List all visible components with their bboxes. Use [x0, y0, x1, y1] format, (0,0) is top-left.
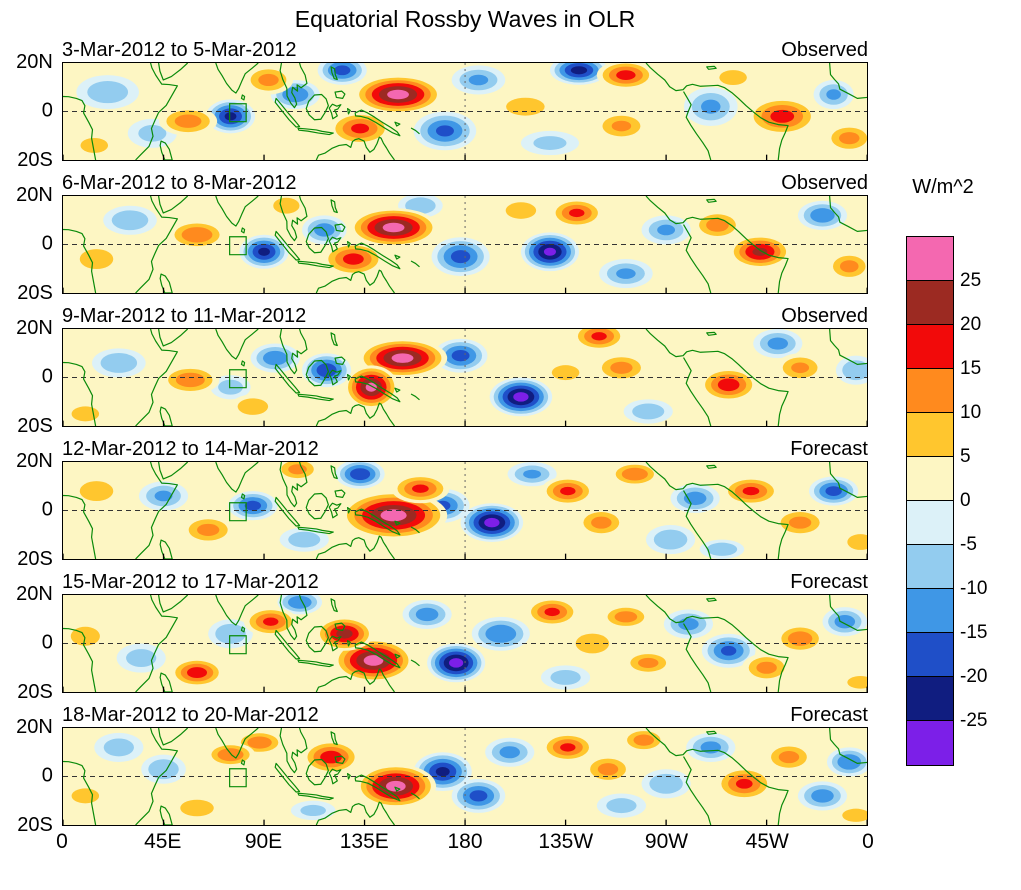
- panel-row: 20N 0 20S: [0, 51, 868, 171]
- panel-header: 15-Mar-2012 to 17-Mar-2012 Forecast: [62, 570, 868, 594]
- colorbar-tick-label: 0: [960, 490, 971, 511]
- colorbar-cell: [907, 413, 953, 457]
- x-axis-tick-labels: 0 45E 90E 135E 180 135W 90W 45W 0: [56, 830, 874, 858]
- panel: 9-Mar-2012 to 11-Mar-2012 Observed 20N 0 20S: [0, 304, 868, 437]
- y-axis-labels: 20N 0 20S: [0, 51, 62, 171]
- y-axis-labels: 20N 0 20S: [0, 450, 62, 570]
- y-tick-label: 20N: [16, 51, 53, 73]
- y-tick-label: 0: [41, 364, 53, 387]
- x-tick-label: 90W: [644, 830, 689, 853]
- panel-source-label: Forecast: [790, 571, 868, 593]
- colorbar-cell: [907, 721, 953, 765]
- y-tick-label: 20S: [17, 415, 53, 437]
- panel-map: [61, 594, 868, 693]
- panel: 18-Mar-2012 to 20-Mar-2012 Forecast 20N 0 20…: [0, 703, 868, 836]
- panel-row: 20N 0 20S: [0, 317, 868, 437]
- colorbar-cell: [907, 325, 953, 369]
- panel-header: 6-Mar-2012 to 8-Mar-2012 Observed: [62, 171, 868, 195]
- y-tick-label: 20N: [16, 317, 53, 339]
- chart-title: Equatorial Rossby Waves in OLR: [294, 6, 636, 32]
- colorbar-cell: [907, 633, 953, 677]
- panel-date-range: 9-Mar-2012 to 11-Mar-2012: [62, 305, 307, 327]
- y-tick-label: 20S: [17, 681, 53, 703]
- y-tick-label: 20S: [17, 814, 53, 836]
- panel-date-range: 3-Mar-2012 to 5-Mar-2012: [62, 39, 297, 61]
- colorbar-cell: [907, 545, 953, 589]
- y-axis-labels: 20N 0 20S: [0, 583, 62, 703]
- panel: 12-Mar-2012 to 14-Mar-2012 Forecast 20N 0 20…: [0, 437, 868, 570]
- panel-source-label: Forecast: [790, 438, 868, 460]
- panel-row: 20N 0 20S: [0, 184, 868, 304]
- x-tick-label: 180: [447, 830, 483, 853]
- y-axis-labels: 20N 0 20S: [0, 716, 62, 836]
- panel: 15-Mar-2012 to 17-Mar-2012 Forecast 20N 0 20…: [0, 570, 868, 703]
- panel: 3-Mar-2012 to 5-Mar-2012 Observed 20N 0 20S: [0, 38, 868, 171]
- y-tick-label: 0: [41, 763, 53, 786]
- colorbar-cell: [907, 457, 953, 501]
- y-tick-label: 20S: [17, 548, 53, 570]
- y-tick-label: 20N: [16, 716, 53, 738]
- colorbar-tick-label: -20: [960, 666, 988, 687]
- panel-map: [61, 461, 868, 560]
- panel-row: 20N 0 20S: [0, 450, 868, 570]
- colorbar-tick-label: 5: [960, 446, 971, 467]
- panel-header: 18-Mar-2012 to 20-Mar-2012 Forecast: [62, 703, 868, 727]
- y-tick-label: 20N: [16, 184, 53, 206]
- panel-date-range: 12-Mar-2012 to 14-Mar-2012: [62, 438, 319, 460]
- x-tick-label: 45E: [144, 830, 182, 853]
- y-axis-labels: 20N 0 20S: [0, 184, 62, 304]
- x-tick-label: 135W: [538, 830, 594, 853]
- panel-source-label: Observed: [781, 172, 868, 194]
- x-tick-label: 0: [56, 830, 68, 853]
- panel-header: 3-Mar-2012 to 5-Mar-2012 Observed: [62, 38, 868, 62]
- panels: 3-Mar-2012 to 5-Mar-2012 Observed 20N 0 20S 6…: [0, 38, 868, 836]
- panel-source-label: Observed: [781, 39, 868, 61]
- y-tick-label: 20N: [16, 583, 53, 605]
- y-tick-label: 0: [41, 98, 53, 121]
- panel-header: 9-Mar-2012 to 11-Mar-2012 Observed: [62, 304, 868, 328]
- x-tick-label: 45W: [745, 830, 789, 853]
- panel-row: 20N 0 20S: [0, 583, 868, 703]
- x-tick-label: 90E: [244, 830, 283, 853]
- colorbar-cell: [907, 281, 953, 325]
- y-tick-label: 0: [41, 497, 53, 520]
- colorbar-cell: [907, 501, 953, 545]
- panel: 6-Mar-2012 to 8-Mar-2012 Observed 20N 0 20S: [0, 171, 868, 304]
- colorbar-cell: [907, 237, 953, 281]
- y-tick-label: 20S: [17, 282, 53, 304]
- colorbar: [906, 236, 954, 766]
- colorbar-tick-label: 10: [960, 402, 982, 423]
- colorbar-cell: [907, 677, 953, 721]
- colorbar-tick-label: 15: [960, 358, 982, 379]
- colorbar-tick-label: 25: [960, 270, 982, 291]
- colorbar-tick-label: -25: [960, 710, 988, 731]
- x-tick-label: 135E: [339, 830, 389, 853]
- panel-source-label: Forecast: [790, 704, 868, 726]
- colorbar-cell: [907, 369, 953, 413]
- panel-map: [61, 195, 868, 294]
- panel-map: [61, 328, 868, 427]
- panel-date-range: 15-Mar-2012 to 17-Mar-2012: [62, 571, 319, 593]
- y-tick-label: 0: [41, 231, 53, 254]
- panel-date-range: 18-Mar-2012 to 20-Mar-2012: [62, 704, 319, 726]
- panel-map: [61, 727, 868, 826]
- colorbar-tick-label: -15: [960, 622, 988, 643]
- y-tick-label: 0: [41, 630, 53, 653]
- y-axis-labels: 20N 0 20S: [0, 317, 62, 437]
- panel-row: 20N 0 20S: [0, 716, 868, 836]
- panel-date-range: 6-Mar-2012 to 8-Mar-2012: [62, 172, 297, 194]
- colorbar-cell: [907, 589, 953, 633]
- panel-map: [61, 62, 868, 161]
- y-tick-label: 20N: [16, 450, 53, 472]
- panel-header: 12-Mar-2012 to 14-Mar-2012 Forecast: [62, 437, 868, 461]
- colorbar-tick-label: -10: [960, 578, 988, 599]
- colorbar-units-label: W/m^2: [912, 176, 974, 198]
- panel-source-label: Observed: [781, 305, 868, 327]
- x-tick-label: 0: [862, 830, 874, 853]
- colorbar-tick-label: -5: [960, 534, 977, 555]
- colorbar-tick-label: 20: [960, 314, 982, 335]
- y-tick-label: 20S: [17, 149, 53, 171]
